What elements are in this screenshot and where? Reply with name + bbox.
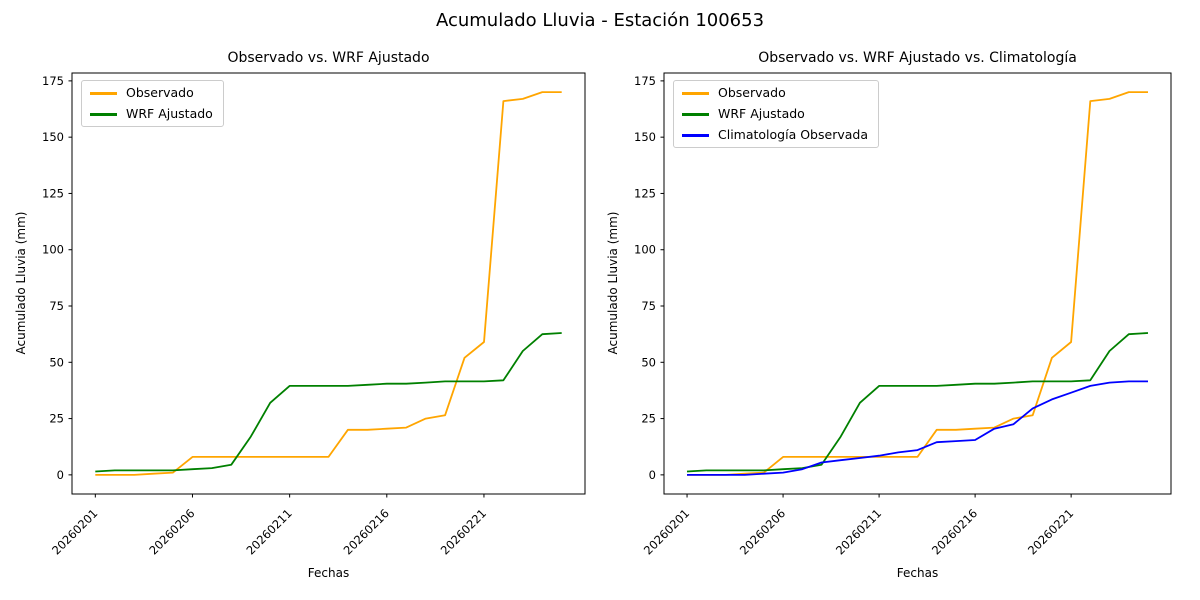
- y-tick-label: 150: [634, 130, 656, 144]
- series-line-observado: [95, 91, 562, 476]
- subplot-left-legend: Observado WRF Ajustado: [81, 80, 224, 127]
- subplot-right-legend: Observado WRF Ajustado Climatología Observ…: [673, 80, 879, 148]
- y-tick-label: 75: [641, 299, 656, 313]
- x-tick-label: 20260201: [641, 506, 692, 557]
- x-tick-label: 20260221: [438, 506, 489, 557]
- axes-frame: [71, 72, 586, 495]
- x-tick-label: 20260211: [833, 506, 884, 557]
- legend-label: WRF Ajustado: [718, 106, 805, 121]
- legend-line-swatch: [682, 112, 709, 116]
- series-line-climatolog-a-observada: [687, 380, 1148, 476]
- legend-item: Climatología Observada: [682, 128, 868, 142]
- x-tick-label: 20260216: [341, 506, 392, 557]
- subplot-right-x-axis-label: Fechas: [896, 566, 939, 580]
- y-tick-label: 150: [42, 130, 64, 144]
- figure-title: Acumulado Lluvia - Estación 100653: [435, 10, 765, 31]
- x-tick-label: 20260206: [737, 506, 788, 557]
- y-tick-label: 175: [634, 74, 656, 88]
- legend-label: Observado: [718, 85, 786, 100]
- x-tick-label: 20260211: [243, 506, 294, 557]
- legend-item: WRF Ajustado: [90, 107, 213, 121]
- y-tick-label: 100: [42, 243, 64, 257]
- legend-label: WRF Ajustado: [126, 106, 213, 121]
- x-tick-label: 20260201: [49, 506, 100, 557]
- subplot-left-plot-area: 0 25 50 75 100 125 150 175 20260201 20260206 20260…: [42, 72, 586, 558]
- y-tick-label: 0: [649, 468, 656, 482]
- axes-frame: [663, 72, 1172, 495]
- series-line-wrf-ajustado: [95, 332, 562, 473]
- legend-item: Observado: [682, 86, 868, 100]
- y-tick-label: 125: [634, 186, 656, 200]
- subplot-right-title: Observado vs. WRF Ajustado vs. Climatolo…: [758, 50, 1077, 66]
- legend-line-swatch: [90, 91, 117, 95]
- legend-line-swatch: [682, 91, 709, 95]
- y-tick-label: 0: [57, 468, 64, 482]
- y-tick-label: 25: [641, 412, 656, 426]
- y-tick-label: 50: [641, 355, 656, 369]
- series-line-wrf-ajustado: [686, 332, 1149, 473]
- subplot-right-y-axis-label: Acumulado Lluvia (mm): [606, 211, 620, 355]
- legend-label: Observado: [126, 85, 194, 100]
- subplot-left-y-axis-label: Acumulado Lluvia (mm): [14, 211, 28, 355]
- y-tick-label: 125: [42, 186, 64, 200]
- x-tick-label: 20260221: [1025, 506, 1076, 557]
- series-line-observado: [687, 91, 1148, 476]
- legend-label: Climatología Observada: [718, 127, 868, 142]
- legend-item: Observado: [90, 86, 213, 100]
- y-tick-label: 25: [49, 412, 64, 426]
- y-tick-label: 75: [49, 299, 64, 313]
- subplot-left-title: Observado vs. WRF Ajustado: [227, 50, 430, 66]
- legend-item: WRF Ajustado: [682, 107, 868, 121]
- y-tick-label: 175: [42, 74, 64, 88]
- x-tick-label: 20260216: [929, 506, 980, 557]
- y-tick-label: 50: [49, 355, 64, 369]
- subplot-left-x-axis-label: Fechas: [307, 566, 350, 580]
- legend-line-swatch: [90, 112, 117, 116]
- legend-line-swatch: [682, 133, 709, 137]
- x-tick-label: 20260206: [146, 506, 197, 557]
- y-tick-label: 100: [634, 243, 656, 257]
